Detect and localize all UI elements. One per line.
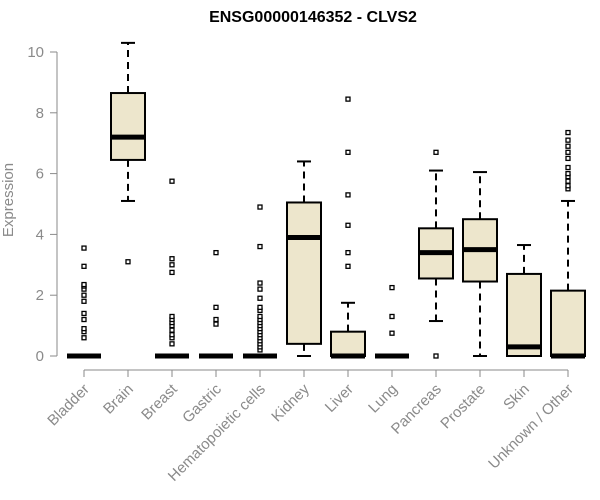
outlier-point — [213, 304, 219, 311]
box — [330, 330, 366, 357]
outlier-point — [81, 335, 87, 341]
outlier-point — [345, 149, 351, 155]
outlier-point — [257, 280, 263, 286]
x-tick-label: Prostate — [437, 381, 489, 433]
outlier-point — [125, 259, 131, 265]
outlier-point — [565, 143, 571, 149]
y-tick-label: 0 — [36, 348, 44, 365]
outlier-point — [345, 263, 351, 269]
outlier-point — [565, 178, 571, 184]
box-group — [462, 171, 498, 357]
outlier-point — [345, 96, 351, 102]
outlier-point — [81, 281, 87, 288]
box-group — [330, 96, 366, 359]
outlier-point — [81, 325, 87, 332]
box-group — [110, 41, 146, 265]
outlier-point — [169, 313, 175, 320]
outlier-point — [257, 295, 263, 301]
y-tick-label: 6 — [36, 166, 44, 183]
box-group — [243, 204, 277, 359]
outlier-point — [169, 327, 175, 333]
outlier-point — [565, 155, 571, 162]
outlier-point — [81, 298, 87, 304]
outlier-point — [169, 332, 175, 338]
outlier-point — [345, 222, 351, 228]
x-tick-label: Lung — [365, 381, 401, 417]
outlier-point — [81, 316, 87, 323]
chart-title: ENSG00000146352 - CLVS2 — [209, 9, 417, 26]
outlier-point — [257, 243, 263, 250]
box-group — [506, 244, 542, 358]
y-tick-label: 2 — [36, 287, 44, 304]
outlier-point — [565, 183, 571, 189]
y-tick-label: 8 — [36, 105, 44, 122]
box-group — [550, 129, 586, 359]
x-tick-label: Skin — [500, 381, 533, 414]
outlier-point — [389, 284, 395, 291]
x-tick-label: Breast — [138, 380, 181, 423]
box — [110, 92, 146, 161]
box — [506, 272, 542, 358]
box — [286, 201, 322, 345]
outlier-point — [213, 316, 219, 323]
x-tick-label: Bladder — [44, 381, 93, 430]
box-group — [375, 284, 409, 359]
y-tick-label: 4 — [36, 226, 44, 243]
box-group — [418, 149, 454, 359]
outlier-point — [81, 292, 87, 298]
outlier-point — [565, 129, 571, 136]
outlier-point — [169, 178, 175, 184]
outlier-point — [81, 263, 87, 269]
outlier-point — [213, 321, 219, 327]
outlier-point — [389, 313, 395, 320]
boxes-layer — [67, 41, 586, 359]
outlier-point — [81, 245, 87, 251]
outlier-point — [169, 269, 175, 276]
outlier-point — [433, 149, 439, 155]
box — [550, 289, 586, 358]
outlier-point — [345, 192, 351, 198]
y-tick-label: 10 — [27, 44, 44, 61]
outlier-point — [169, 262, 175, 268]
box-group — [67, 245, 101, 359]
y-axis-label: Expression — [0, 163, 17, 237]
outlier-point — [565, 149, 571, 155]
box-group — [199, 249, 233, 359]
outlier-point — [169, 256, 175, 262]
box-group — [286, 160, 322, 357]
y-axis: 0 2 4 6 8 10 — [27, 44, 58, 365]
outlier-point — [257, 286, 263, 292]
outlier-point — [257, 313, 263, 320]
outlier-point — [213, 249, 219, 256]
outlier-point — [565, 137, 571, 143]
x-tick-label: Kidney — [268, 380, 313, 425]
box-group — [155, 178, 189, 359]
outlier-point — [345, 249, 351, 256]
outlier-point — [257, 304, 263, 311]
outlier-point — [81, 310, 87, 317]
outlier-point — [565, 164, 571, 171]
outlier-point — [433, 353, 439, 359]
x-tick-label: Brain — [100, 381, 137, 418]
x-tick-label: Liver — [322, 381, 357, 416]
outlier-point — [565, 170, 571, 177]
outlier-point — [169, 341, 175, 347]
outlier-point — [389, 330, 395, 336]
outlier-point — [257, 204, 263, 210]
